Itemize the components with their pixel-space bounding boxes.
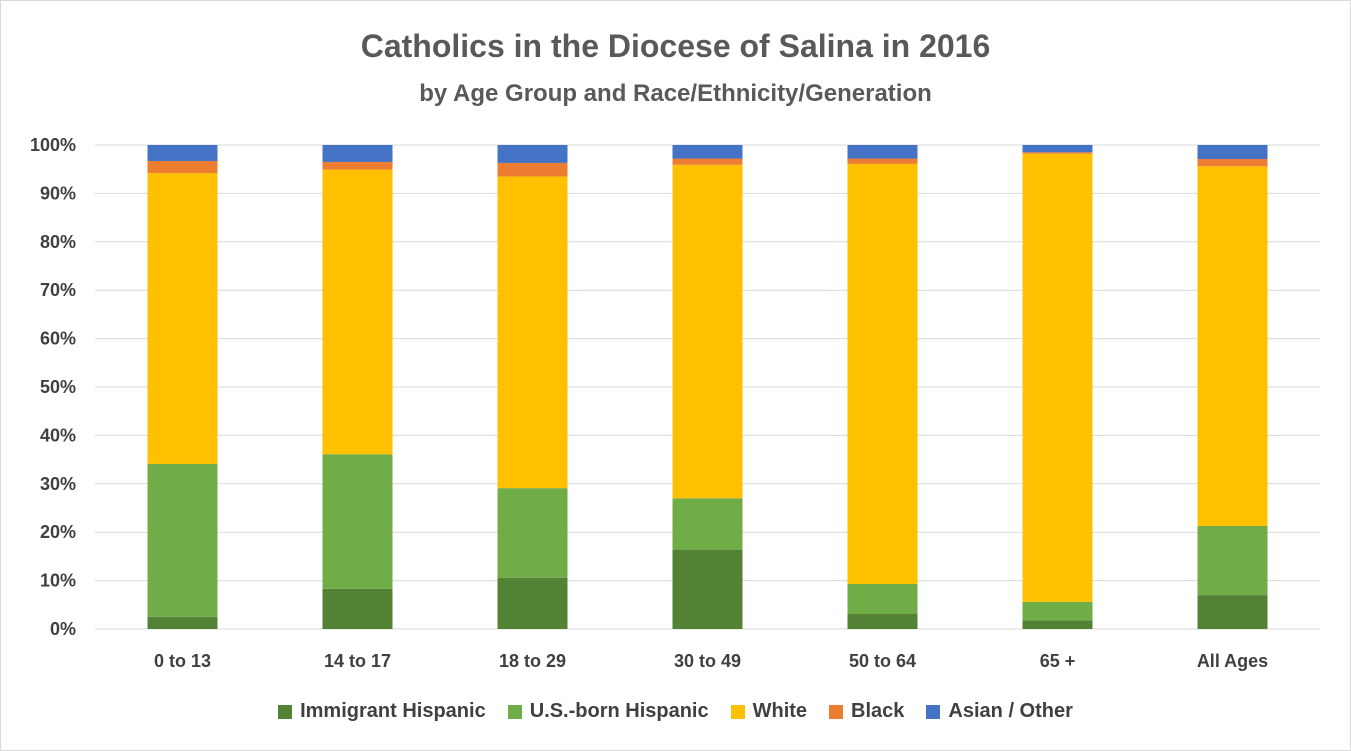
bar-segment	[672, 549, 743, 629]
bar-segment	[1022, 145, 1093, 153]
bar-segment	[322, 588, 393, 629]
legend-swatch	[278, 704, 293, 719]
legend-label: Asian / Other	[948, 700, 1073, 722]
bar-segment	[322, 161, 393, 170]
legend-item: White	[730, 700, 808, 723]
legend-label: Black	[851, 700, 905, 722]
legend-swatch	[829, 704, 844, 719]
bar-segment	[847, 145, 918, 159]
x-tick-label: All Ages	[1197, 651, 1268, 671]
bar-segment	[672, 498, 743, 550]
y-tick-label: 40%	[40, 425, 76, 445]
bar-segment	[1022, 152, 1093, 154]
bar-segment	[322, 145, 393, 162]
bar-segment	[672, 145, 743, 159]
bar-segment	[147, 145, 218, 161]
y-tick-label: 50%	[40, 377, 76, 397]
bar-segment	[1022, 620, 1093, 629]
legend-swatch	[507, 704, 522, 719]
legend-swatch	[730, 704, 745, 719]
y-tick-label: 100%	[30, 135, 76, 155]
bar-stack	[1197, 145, 1268, 629]
legend-item: U.S.-born Hispanic	[507, 700, 709, 723]
bar-stack	[147, 145, 218, 629]
y-tick-label: 90%	[40, 183, 76, 203]
bar-segment	[497, 176, 568, 489]
bar-segment	[1197, 595, 1268, 629]
x-tick-label: 50 to 64	[849, 651, 916, 671]
bar-segment	[1022, 601, 1093, 621]
legend-item: Black	[829, 700, 904, 723]
bar-segment	[847, 613, 918, 629]
y-tick-label: 20%	[40, 522, 76, 542]
bar-segment	[1197, 525, 1268, 596]
y-tick-label: 70%	[40, 280, 76, 300]
bar-segment	[497, 145, 568, 163]
bar-stack	[672, 145, 743, 629]
bar-segment	[1197, 166, 1268, 526]
bar-segment	[672, 158, 743, 165]
x-tick-label: 14 to 17	[324, 651, 391, 671]
bar-segment	[322, 169, 393, 455]
legend-item: Immigrant Hispanic	[278, 700, 486, 723]
x-tick-label: 0 to 13	[154, 651, 211, 671]
y-tick-label: 80%	[40, 232, 76, 252]
x-tick-label: 30 to 49	[674, 651, 741, 671]
chart-title: Catholics in the Diocese of Salina in 20…	[360, 28, 991, 64]
bar-stacks	[147, 145, 1268, 629]
bar-segment	[147, 616, 218, 629]
legend-label: U.S.-born Hispanic	[529, 700, 709, 722]
x-axis-ticks: 0 to 13 14 to 17 18 to 29 30 to 49 50 to 64 6…	[154, 651, 1268, 671]
bar-segment	[1197, 145, 1268, 160]
bar-segment	[1197, 159, 1268, 167]
x-tick-label: 65 +	[1040, 651, 1076, 671]
bar-segment	[497, 488, 568, 578]
y-tick-label: 10%	[40, 571, 76, 591]
legend-item: Asian / Other	[926, 700, 1073, 723]
bar-segment	[847, 163, 918, 584]
bar-segment	[497, 162, 568, 177]
bar-stack	[497, 145, 568, 629]
legend-label: White	[752, 700, 808, 722]
y-axis-ticks: 0% 10% 20% 30% 40% 50% 60% 70% 80% 90% 100%	[30, 135, 76, 639]
bar-segment	[147, 463, 218, 617]
bar-segment	[322, 454, 393, 589]
bar-segment	[497, 577, 568, 629]
x-tick-label: 18 to 29	[499, 651, 566, 671]
y-tick-label: 60%	[40, 329, 76, 349]
bar-segment	[847, 583, 918, 614]
bar-segment	[672, 164, 743, 499]
bar-stack	[1022, 145, 1093, 629]
bar-segment	[847, 158, 918, 164]
bar-segment	[147, 160, 218, 174]
bar-segment	[1022, 153, 1093, 602]
bar-stack	[322, 145, 393, 629]
legend: Immigrant Hispanic U.S.-born Hispanic Whit…	[0, 700, 1351, 723]
legend-label: Immigrant Hispanic	[300, 700, 486, 722]
legend-swatch	[926, 704, 941, 719]
bar-stack	[847, 145, 918, 629]
y-tick-label: 0%	[50, 619, 76, 639]
chart-subtitle: by Age Group and Race/Ethnicity/Generati…	[419, 80, 932, 107]
bar-segment	[147, 173, 218, 464]
y-tick-label: 30%	[40, 474, 76, 494]
